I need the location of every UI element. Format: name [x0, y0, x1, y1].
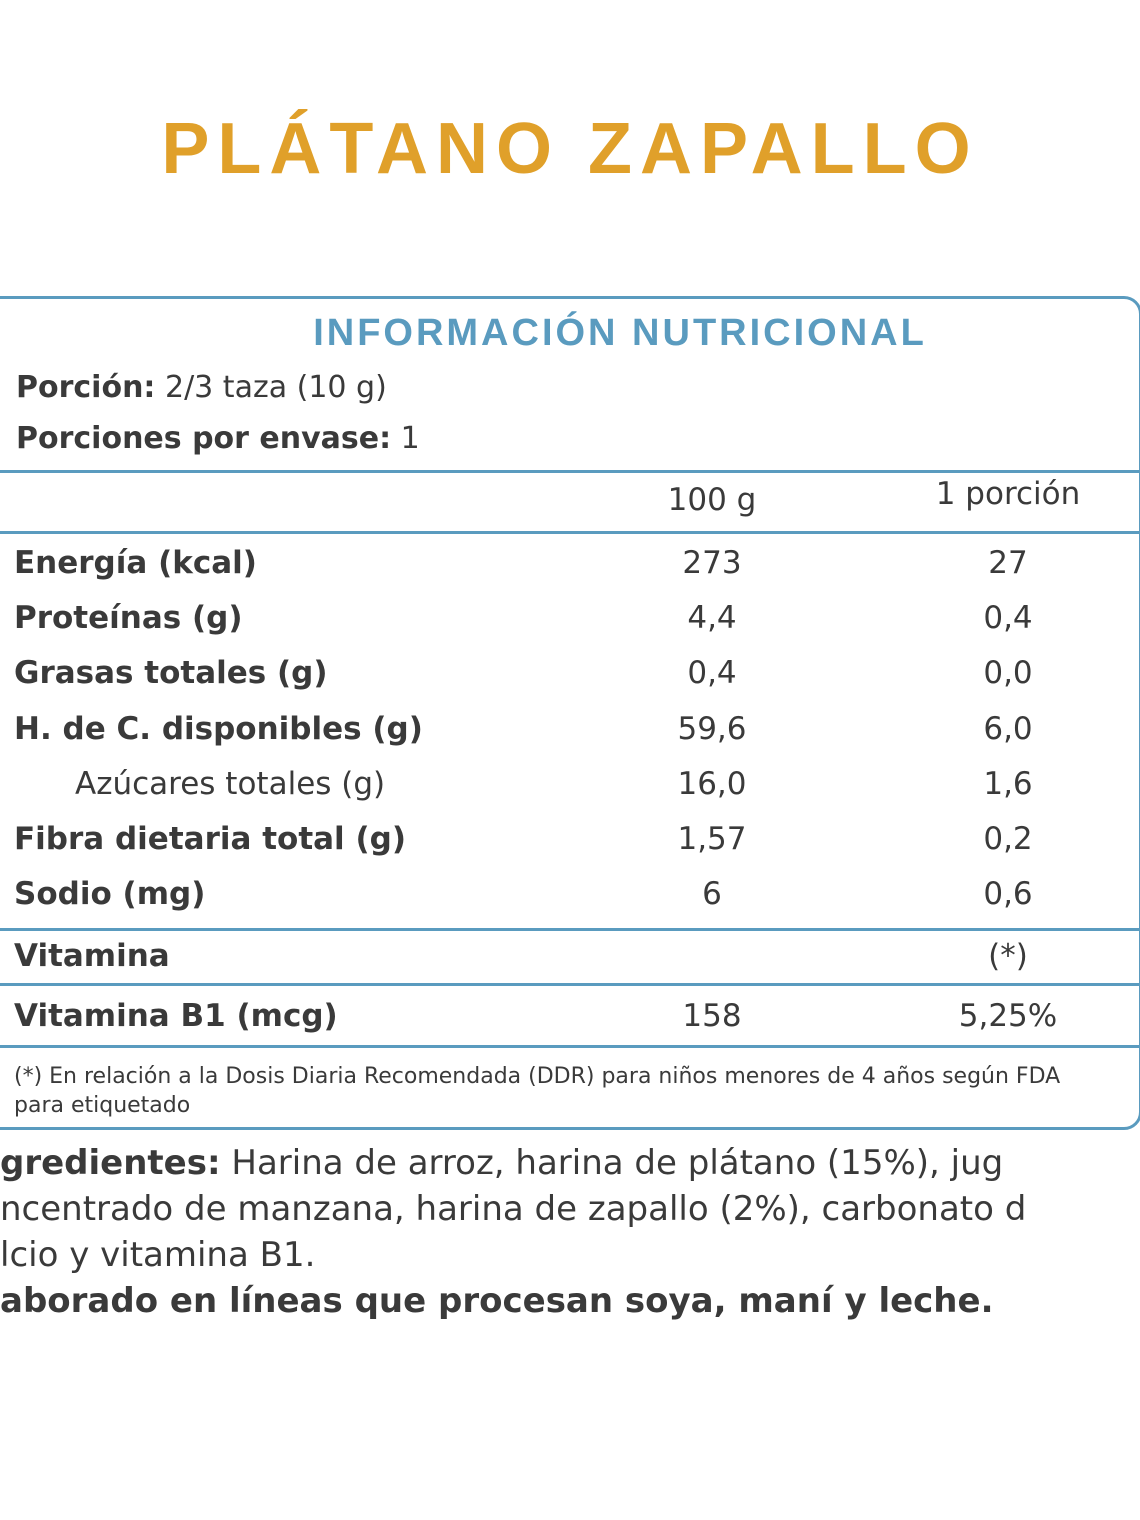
- nutrient-row: Proteínas (g) 4,4 0,4: [0, 600, 1140, 650]
- row-100g: 158: [682, 998, 742, 1034]
- row-label: Vitamina: [14, 938, 170, 974]
- nutrient-row: H. de C. disponibles (g) 59,6 6,0: [0, 711, 1140, 761]
- nutrient-row: Azúcares totales (g) 16,0 1,6: [0, 766, 1140, 816]
- row-label: H. de C. disponibles (g): [14, 710, 423, 747]
- portion: Porción: 2/3 taza (10 g): [16, 370, 387, 405]
- divider: [0, 983, 1140, 986]
- row-100g: 1,57: [677, 821, 747, 857]
- nutrient-row: Grasas totales (g) 0,4 0,0: [0, 655, 1140, 705]
- servings-value: 1: [400, 421, 420, 456]
- row-portion: 1,6: [983, 765, 1033, 802]
- row-label: Sodio (mg): [14, 876, 206, 913]
- row-100g: 16,0: [677, 765, 747, 802]
- portion-value: 2/3 taza (10 g): [164, 370, 387, 405]
- row-100g: 59,6: [677, 710, 747, 747]
- row-100g: 4,4: [687, 600, 737, 637]
- row-100g: 0,4: [687, 655, 737, 692]
- divider: [0, 928, 1140, 931]
- ingredients-label: gredientes:: [0, 1143, 221, 1183]
- row-portion: 0,0: [983, 655, 1033, 692]
- divider: [0, 531, 1140, 534]
- row-100g: 273: [682, 545, 742, 581]
- nutrient-row: Fibra dietaria total (g) 1,57 0,2: [0, 821, 1140, 871]
- row-portion: 6,0: [983, 710, 1033, 747]
- row-portion: (*): [988, 938, 1028, 974]
- row-portion: 0,2: [983, 821, 1033, 857]
- vitamin-b1-row: Vitamina B1 (mcg) 158 5,25%: [0, 998, 1140, 1048]
- ingredients-line-3: lcio y vitamina B1.: [0, 1235, 316, 1275]
- footnote: (*) En relación a la Dosis Diaria Recome…: [14, 1064, 1061, 1118]
- row-label: Proteínas (g): [14, 600, 243, 637]
- servings-label: Porciones por envase:: [16, 421, 392, 456]
- divider: [0, 470, 1140, 473]
- ingredients-text: Harina de arroz, harina de plátano (15%)…: [231, 1143, 1004, 1183]
- portion-label: Porción:: [16, 370, 156, 405]
- row-portion: 5,25%: [958, 998, 1058, 1034]
- divider: [0, 1045, 1140, 1048]
- nutrient-row: Energía (kcal) 273 27: [0, 545, 1140, 595]
- ingredients-line-1: gredientes: Harina de arroz, harina de p…: [0, 1143, 1003, 1183]
- row-portion: 0,4: [983, 600, 1033, 637]
- column-headers: 100 g 1 porción: [0, 476, 1140, 532]
- row-100g: 6: [702, 876, 722, 913]
- nutrient-row: Sodio (mg) 6 0,6: [0, 876, 1140, 926]
- row-label: Grasas totales (g): [14, 655, 328, 692]
- ingredients-line-2: ncentrado de manzana, harina de zapallo …: [0, 1189, 1027, 1229]
- row-label: Fibra dietaria total (g): [14, 821, 406, 857]
- vitamin-header-row: Vitamina (*): [0, 938, 1140, 988]
- row-portion: 0,6: [983, 876, 1033, 913]
- row-label: Azúcares totales (g): [75, 765, 386, 802]
- servings: Porciones por envase: 1: [16, 421, 420, 456]
- product-title: PLÁTANO ZAPALLO: [161, 109, 979, 189]
- allergen-warning: aborado en líneas que procesan soya, man…: [0, 1281, 994, 1321]
- col-portion: 1 porción: [935, 476, 1081, 512]
- row-portion: 27: [988, 545, 1028, 581]
- row-label: Vitamina B1 (mcg): [14, 998, 338, 1034]
- row-label: Energía (kcal): [14, 545, 257, 581]
- panel-heading: INFORMACIÓN NUTRICIONAL: [313, 312, 927, 354]
- col-100g: 100 g: [667, 482, 757, 518]
